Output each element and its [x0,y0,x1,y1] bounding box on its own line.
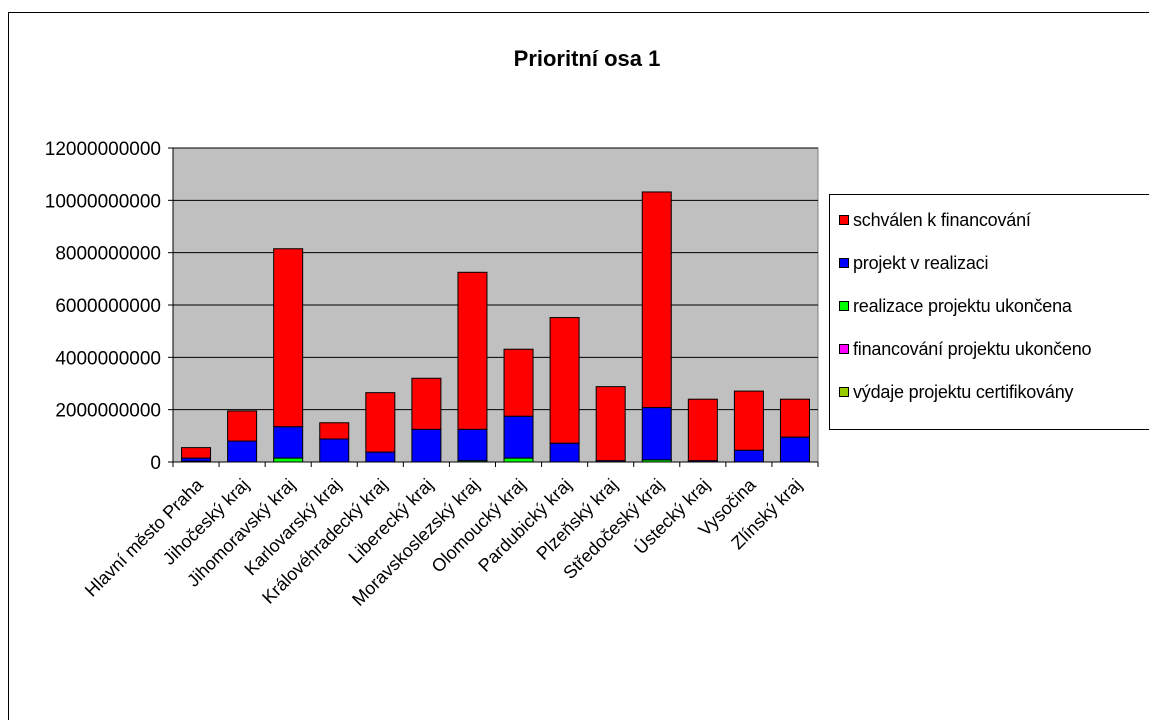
y-tick-label: 0 [150,453,161,474]
legend-item-approved: schválen k financování [839,209,1031,231]
legend-item-realization-finished: realizace projektu ukončena [839,295,1072,317]
y-tick-label: 8000000000 [55,244,161,265]
chart-title: Prioritní osa 1 [514,46,661,71]
y-tick-label: 10000000000 [45,191,161,212]
legend-item-in-progress: projekt v realizaci [839,252,988,274]
bar-segment [319,438,350,463]
legend: schválen k financování projekt v realiza… [829,194,1149,430]
bar-segment [273,457,304,463]
y-tick-label: 12000000000 [45,139,161,160]
y-tick-label: 2000000000 [55,401,161,422]
bar-segment [503,457,534,463]
legend-label: schválen k financování [853,209,1031,230]
bar-segment [779,398,810,438]
legend-swatch [839,301,849,311]
legend-item-financing-finished: financování projektu ukončeno [839,338,1092,360]
bar-segment [733,390,764,451]
bar-segment [319,422,350,440]
bar-segment [549,317,580,444]
bar-segment [273,248,304,428]
bar-segment [641,191,672,409]
bar-segment [503,348,534,417]
bar-segment [779,436,810,463]
bars [181,191,810,463]
bar-segment [641,407,672,461]
bar-segment [457,271,488,430]
bar-segment [457,428,488,462]
legend-label: projekt v realizaci [853,252,989,273]
legend-label: výdaje projektu certifikovány [853,381,1074,402]
legend-swatch [839,344,849,354]
bar-segment [181,447,212,459]
bar-segment [411,428,442,463]
bar-segment [227,410,258,442]
bar-segment [365,451,396,463]
legend-label: financování projektu ukončeno [853,338,1092,359]
bar-segment [595,386,626,462]
chart-frame [8,12,1149,720]
legend-item-certified: výdaje projektu certifikovány [839,381,1074,403]
bar-segment [549,442,580,463]
legend-swatch [839,387,849,397]
bar-segment [365,392,396,453]
bar-segment [687,398,718,462]
y-axis-ticks: 0 2000000000 4000000000 6000000000 800000000… [45,139,173,474]
legend-swatch [839,258,849,268]
y-tick-label: 4000000000 [55,348,161,369]
legend-swatch [839,215,849,225]
legend-label: realizace projektu ukončena [853,295,1072,316]
bar-segment [273,426,304,459]
bar-segment [733,449,764,463]
y-tick-label: 6000000000 [55,296,161,317]
bar-segment [503,415,534,459]
bar-segment [411,377,442,430]
bar-segment [227,440,258,463]
